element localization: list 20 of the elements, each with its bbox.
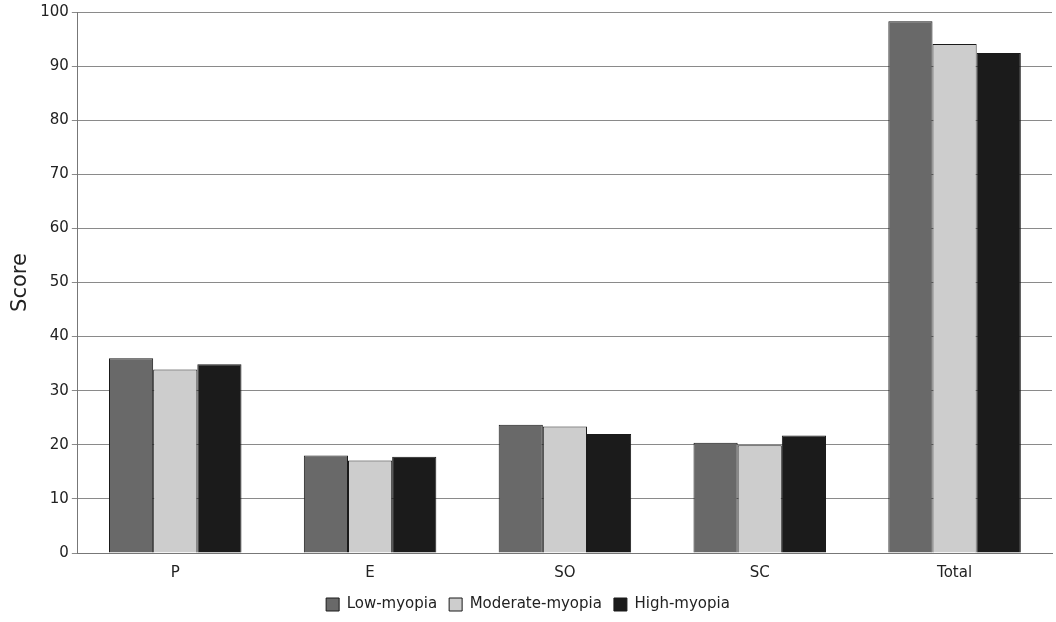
y-tick-label: 40 (49, 326, 69, 345)
y-tick-label: 60 (49, 218, 69, 237)
y-axis-title: Score (7, 253, 32, 312)
x-tick-label: E (365, 562, 375, 581)
legend-label: High-myopia (634, 594, 730, 613)
y-tick-label: 70 (49, 164, 69, 183)
y-tick-label: 50 (49, 272, 69, 291)
y-tick-label: 0 (59, 542, 69, 561)
y-tick-label: 80 (49, 110, 69, 129)
y-tick-label: 100 (40, 1, 69, 20)
y-tick-label: 30 (49, 380, 69, 399)
legend-label: Moderate-myopia (469, 594, 602, 613)
y-tick-label: 10 (49, 488, 69, 507)
legend-label: Low-myopia (346, 594, 438, 613)
y-tick-label: 90 (49, 55, 69, 74)
x-tick-label: SO (554, 562, 576, 581)
y-tick-label: 20 (49, 434, 69, 453)
x-tick-label: Total (936, 562, 973, 581)
x-tick-label: SC (749, 562, 770, 581)
x-tick-label: P (170, 562, 180, 581)
